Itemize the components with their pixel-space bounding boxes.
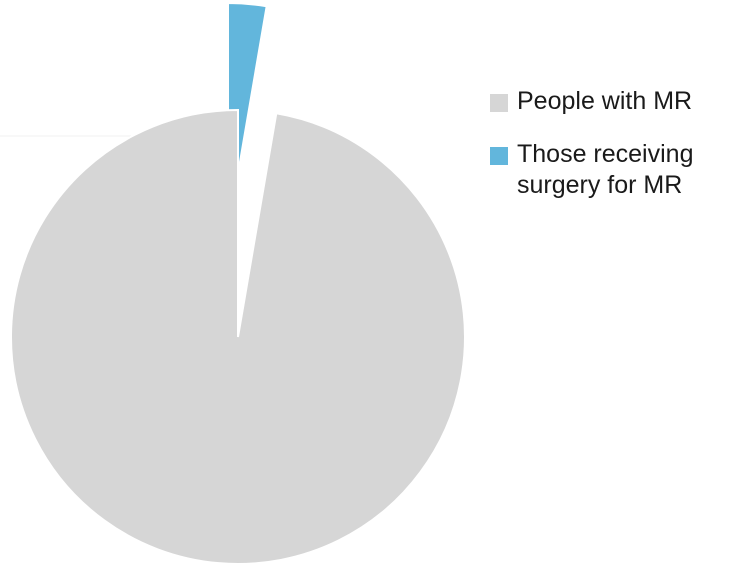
pie-slices — [10, 1, 466, 565]
legend: People with MR Those receiving surgery f… — [490, 86, 744, 201]
legend-label-people-with-mr: People with MR — [517, 87, 693, 115]
pie-slice-people-with-mr — [10, 108, 466, 565]
legend-item-surgery-for-mr: Those receiving surgery for MR — [490, 139, 744, 201]
legend-swatch-people-with-mr — [490, 94, 508, 112]
legend-label-surgery-for-mr: Those receiving surgery for MR — [517, 140, 694, 199]
legend-item-people-with-mr: People with MR — [490, 86, 744, 117]
legend-swatch-surgery-for-mr — [490, 147, 508, 165]
